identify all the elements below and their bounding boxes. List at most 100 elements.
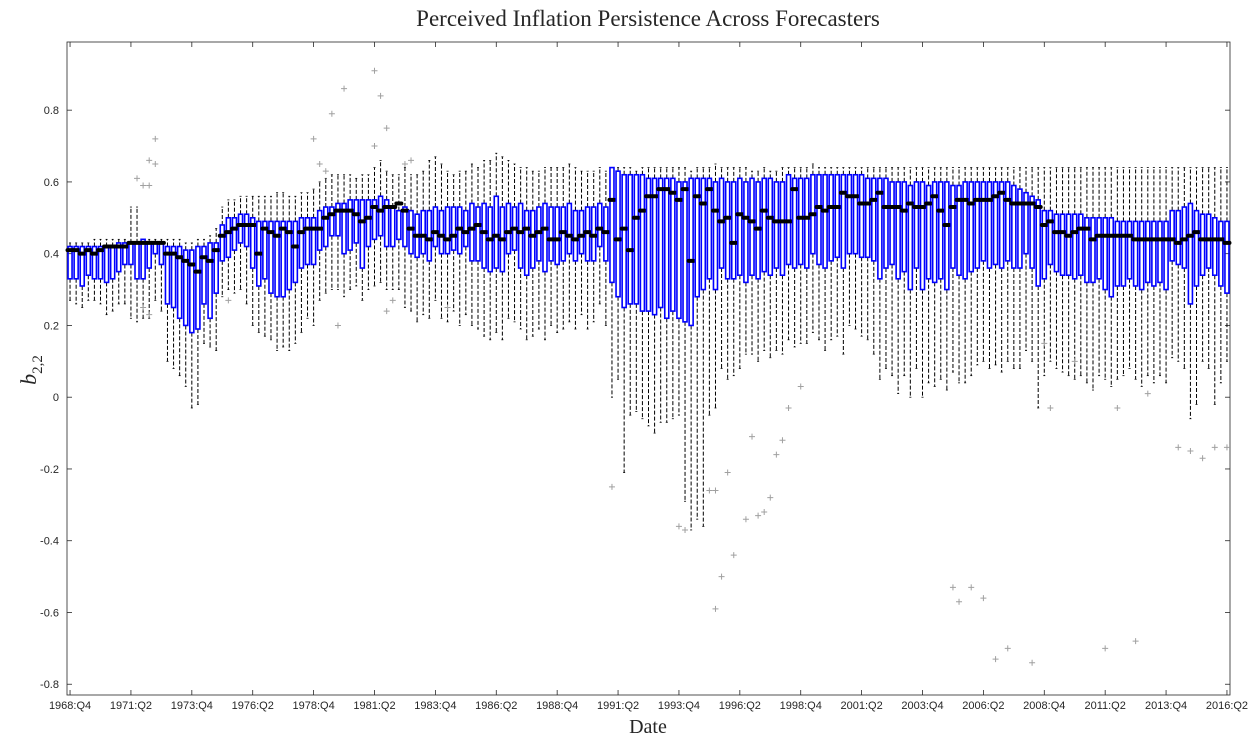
box [249,217,256,269]
box [420,209,427,255]
x-tick-label: 1996:Q2 [719,700,761,712]
y-axis-label-base: b [16,374,41,385]
box [1078,213,1084,277]
box [122,242,128,266]
box [1023,191,1029,255]
flier [389,297,396,304]
flier [742,516,749,523]
flier [712,487,719,494]
box [1053,213,1060,273]
flier [140,182,147,189]
flier [773,451,780,458]
box [195,245,201,330]
x-tick-label: 2001:Q2 [841,700,883,712]
y-tick-label: -0.4 [40,536,59,548]
box [189,249,195,334]
flier [1144,390,1151,397]
box [310,217,317,266]
box [712,181,719,291]
box [1169,209,1175,262]
x-tick-label: 2003:Q4 [901,700,943,712]
flier [1041,340,1048,347]
box [609,166,615,284]
flier [134,175,141,182]
flier [1175,444,1182,451]
flier [785,404,792,411]
box [243,213,250,248]
flier [608,483,615,490]
flier [146,311,153,318]
box [1175,209,1182,266]
x-axis-label: Date [629,716,667,738]
flier [408,157,415,164]
box [706,177,713,280]
box [1096,217,1102,280]
flier [383,308,390,315]
box [286,220,293,291]
box [822,173,828,269]
box [97,245,104,280]
box [67,245,73,280]
flier [761,509,768,516]
box [1120,220,1127,287]
box [937,181,944,280]
box [1224,220,1230,294]
box [408,209,414,255]
box [956,184,962,277]
x-tick-label: 2011:Q2 [1084,700,1125,712]
box [450,206,457,251]
flier [371,143,378,150]
box [529,209,536,269]
flier [140,304,147,311]
box [176,245,183,320]
box [615,170,621,298]
flier [779,437,786,444]
box [182,249,189,327]
x-tick-label: 1988:Q4 [536,700,578,712]
box [986,181,993,269]
box [444,206,451,255]
box [804,177,810,269]
box [737,177,743,277]
x-tick-label: 1973:Q4 [171,700,213,712]
flier [956,598,963,605]
box [329,206,335,237]
box [968,181,975,273]
box [170,245,177,309]
box [797,177,804,266]
box [1144,220,1151,284]
box [639,173,646,312]
box [85,245,92,277]
box [73,245,79,280]
x-tick-label: 1968:Q4 [49,700,91,712]
box [1193,209,1200,287]
box [858,173,865,259]
flier [1071,358,1078,365]
x-tick-label: 2016:Q2 [1206,700,1248,712]
box [219,224,226,262]
flier [682,526,689,533]
flier [1047,404,1054,411]
box [115,242,122,273]
flier [730,552,737,559]
x-tick-label: 1998:Q4 [780,700,822,712]
box [1126,220,1133,280]
x-tick-label: 1978:Q4 [293,700,335,712]
x-tick-label: 2013:Q4 [1145,700,1187,712]
flier [1223,444,1230,451]
flier [383,125,390,132]
box [572,209,579,262]
box [645,177,652,312]
box [426,209,433,262]
box [682,181,688,323]
box [237,213,244,244]
x-tick-label: 1976:Q2 [232,700,274,712]
box [889,181,895,266]
box [1102,217,1108,291]
box [1151,220,1157,287]
box [828,173,834,262]
flier [328,110,335,117]
box [1090,217,1096,284]
chart-title: Perceived Inflation Persistence Across F… [416,6,880,31]
x-tick-label: 1991:Q2 [597,700,639,712]
